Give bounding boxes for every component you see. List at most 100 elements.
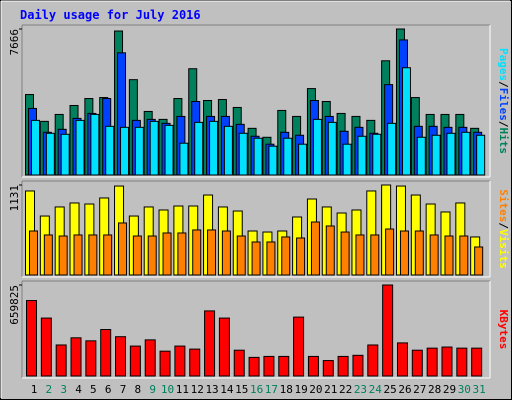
legend: KBytes [497,310,510,350]
bar [296,237,306,276]
bar [134,126,144,176]
bar [476,134,486,176]
x-tick-label: 27 [413,383,426,396]
bar [283,137,293,176]
bar [58,235,68,276]
bar [385,228,395,276]
bar [233,349,245,377]
bar [118,222,128,276]
bar [342,143,352,176]
bar [459,235,469,276]
x-tick-label: 18 [280,383,293,396]
bar [120,126,130,176]
bar [40,317,52,377]
bar [474,246,484,276]
bar [340,231,350,276]
bar [298,143,308,176]
bar [73,234,83,276]
x-tick-label: 28 [428,383,441,396]
bar [129,345,141,377]
bar [164,124,174,176]
x-tick-label: 19 [294,383,307,396]
bar [218,317,230,377]
x-tick-label: 16 [250,383,263,396]
bar [90,113,100,176]
bar [444,235,454,276]
bar [204,310,216,377]
bar [253,137,263,176]
bar [441,346,453,377]
x-tick-label: 29 [443,383,456,396]
bar [238,132,248,176]
bar [312,118,322,176]
y-tick-label: 1131 [8,185,21,212]
bar [103,234,113,276]
bar [179,142,189,176]
x-tick-label: 8 [135,383,142,396]
legend-entry: Files [497,88,510,121]
x-tick-label: 3 [60,383,67,396]
bar [75,119,85,176]
bar [223,125,233,176]
bar [355,234,365,276]
x-tick-label: 25 [384,383,397,396]
bar [174,345,186,377]
x-tick-label: 6 [105,383,112,396]
bar [416,136,426,176]
bar [144,339,156,377]
bar [322,360,334,377]
bar [105,125,115,176]
bar [29,230,38,276]
x-tick-label: 26 [398,383,411,396]
bar [399,230,409,276]
legend-separator: / [497,81,510,88]
legend: Pages/Files/Hits [497,48,510,154]
bar [307,355,319,377]
x-tick-label: 5 [90,383,97,396]
bar [147,235,157,276]
bar [431,134,441,176]
bar [55,344,67,377]
bar [207,229,217,276]
bar [387,122,397,176]
x-tick-label: 11 [176,383,189,396]
bar [429,234,439,276]
x-tick-label: 24 [369,383,383,396]
bar [411,349,423,377]
bar [177,232,187,276]
y-tick-label: 659825 [8,285,21,325]
x-tick-label: 2 [46,383,53,396]
legend-separator: / [497,121,510,128]
bar [293,316,305,377]
bar [471,347,483,377]
x-tick-label: 17 [265,383,278,396]
bar [115,336,127,377]
bar [88,234,98,276]
bar [461,131,471,176]
bar [194,121,204,176]
bar [159,350,171,377]
bar [60,133,70,176]
x-tick-label: 14 [220,383,234,396]
bar [100,329,112,377]
y-tick-label: 7666 [8,29,21,56]
chart-title: Daily usage for July 2016 [20,8,201,22]
x-tick-label: 12 [191,383,204,396]
bar [70,337,82,377]
x-tick-label: 7 [120,383,127,396]
bar [26,300,37,377]
bar [357,135,367,176]
bar [263,355,275,377]
x-tick-label: 15 [235,383,248,396]
x-tick-label: 30 [458,383,471,396]
x-tick-label: 1 [31,383,38,396]
x-tick-label: 9 [149,383,156,396]
bar [236,235,246,276]
bar [382,284,394,377]
bar [426,347,438,377]
bar [149,120,159,176]
bar [278,355,290,377]
x-tick-label: 10 [161,383,174,396]
x-tick-label: 21 [324,383,337,396]
